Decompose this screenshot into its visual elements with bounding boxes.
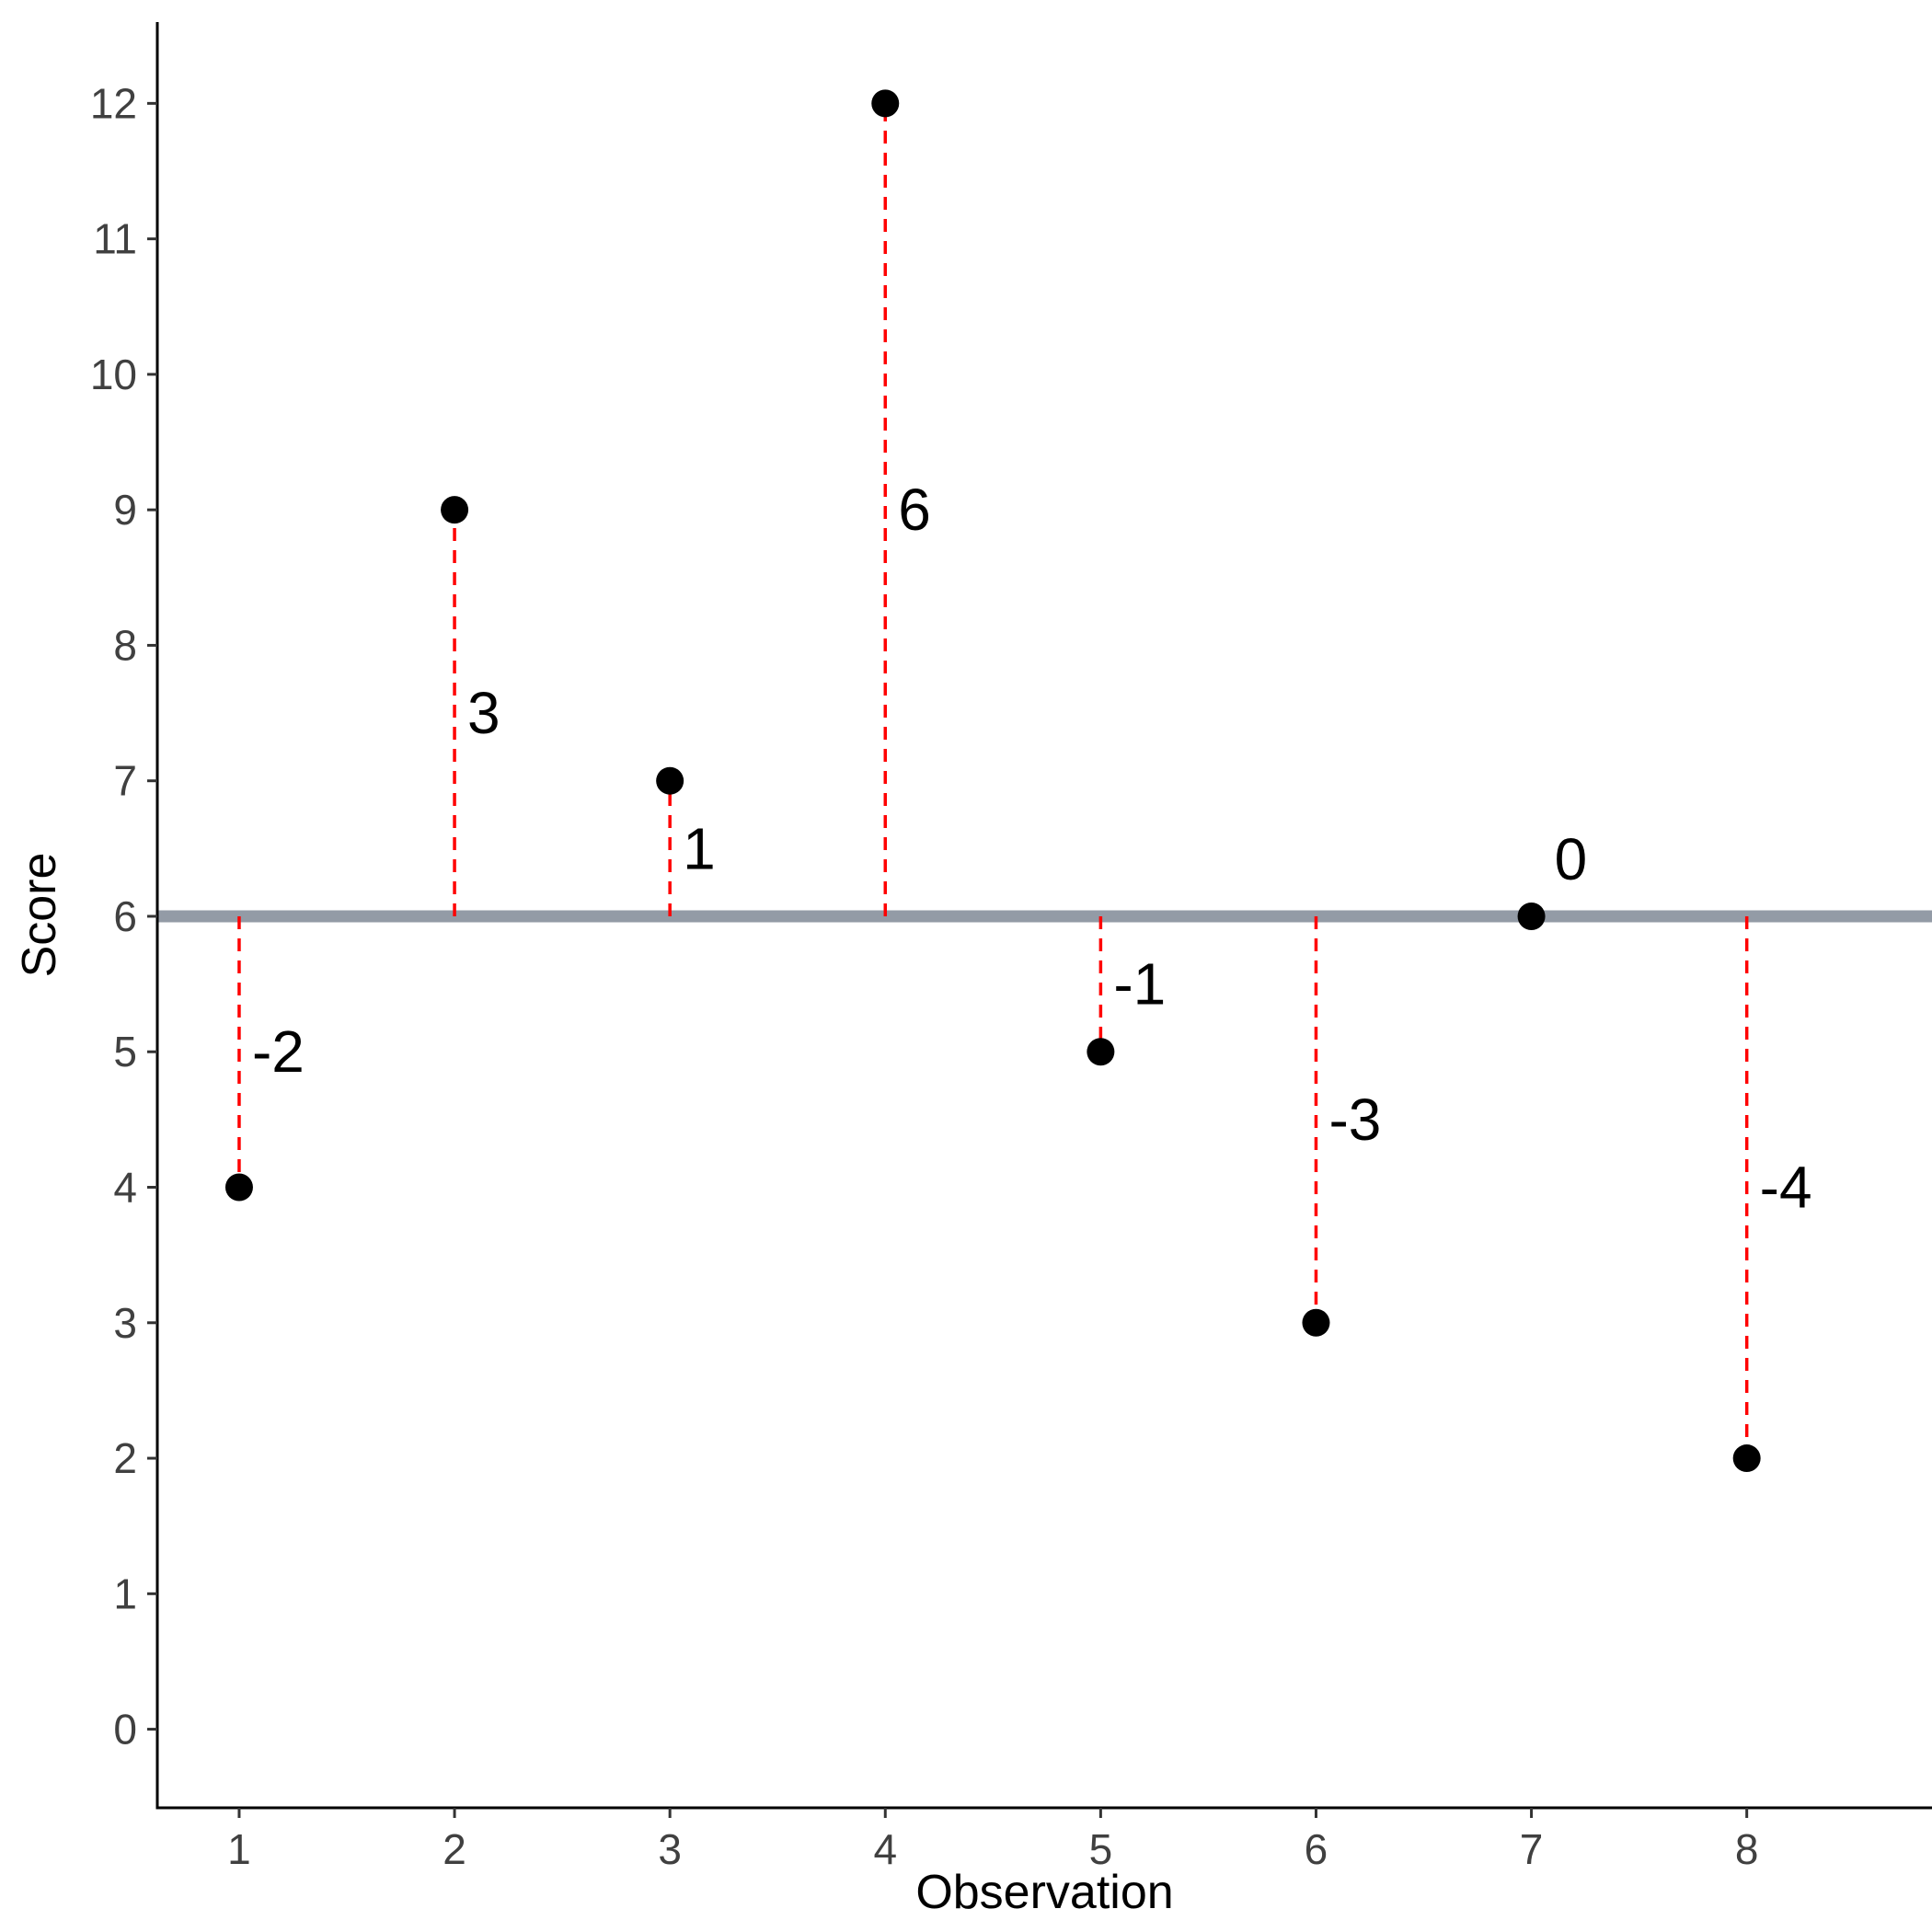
y-tick-label-0: 0 bbox=[113, 1706, 137, 1754]
x-tick-label-2: 2 bbox=[443, 1825, 466, 1873]
data-point-4 bbox=[871, 89, 900, 118]
points-layer bbox=[224, 89, 1761, 1473]
x-axis-title: Observation bbox=[915, 1866, 1173, 1919]
y-tick-label-11: 11 bbox=[93, 215, 137, 263]
data-point-7 bbox=[1517, 902, 1546, 930]
x-tick-label-3: 3 bbox=[658, 1825, 682, 1873]
data-point-5 bbox=[1087, 1038, 1115, 1066]
deviation-lines-layer bbox=[237, 103, 1749, 1459]
deviation-label-6: -3 bbox=[1328, 1087, 1381, 1153]
x-tick-label-6: 6 bbox=[1305, 1825, 1328, 1873]
deviation-label-8: -4 bbox=[1760, 1155, 1812, 1221]
y-tick-label-8: 8 bbox=[113, 621, 137, 669]
x-tick-label-5: 5 bbox=[1089, 1825, 1113, 1873]
x-tick-label-7: 7 bbox=[1520, 1825, 1544, 1873]
data-point-6 bbox=[1302, 1308, 1330, 1337]
y-tick-label-9: 9 bbox=[113, 486, 137, 534]
y-tick-label-12: 12 bbox=[90, 79, 137, 127]
y-axis-title: Score bbox=[13, 853, 66, 978]
y-tick-label-3: 3 bbox=[113, 1299, 137, 1347]
data-point-8 bbox=[1732, 1444, 1761, 1473]
deviation-label-7: 0 bbox=[1555, 826, 1588, 892]
deviation-labels-layer: -2 3 1 6 -1 -3 0 -4 bbox=[252, 477, 1812, 1220]
data-point-3 bbox=[656, 766, 684, 795]
x-tick-label-1: 1 bbox=[227, 1825, 251, 1873]
data-point-2 bbox=[441, 496, 469, 524]
deviation-label-1: -2 bbox=[252, 1018, 305, 1085]
y-tick-label-7: 7 bbox=[113, 757, 137, 805]
deviation-label-4: 6 bbox=[898, 477, 931, 543]
x-tick-label-4: 4 bbox=[873, 1825, 897, 1873]
y-tick-label-1: 1 bbox=[113, 1570, 137, 1617]
data-point-1 bbox=[224, 1173, 253, 1202]
y-tick-label-6: 6 bbox=[113, 892, 137, 940]
deviation-label-3: 1 bbox=[683, 815, 716, 881]
deviation-label-2: 3 bbox=[467, 680, 500, 746]
y-tick-label-5: 5 bbox=[113, 1028, 137, 1075]
y-tick-label-10: 10 bbox=[90, 351, 137, 398]
y-tick-label-4: 4 bbox=[113, 1164, 137, 1212]
x-tick-label-8: 8 bbox=[1735, 1825, 1759, 1873]
deviation-label-5: -1 bbox=[1113, 951, 1166, 1018]
y-tick-label-2: 2 bbox=[113, 1434, 137, 1482]
